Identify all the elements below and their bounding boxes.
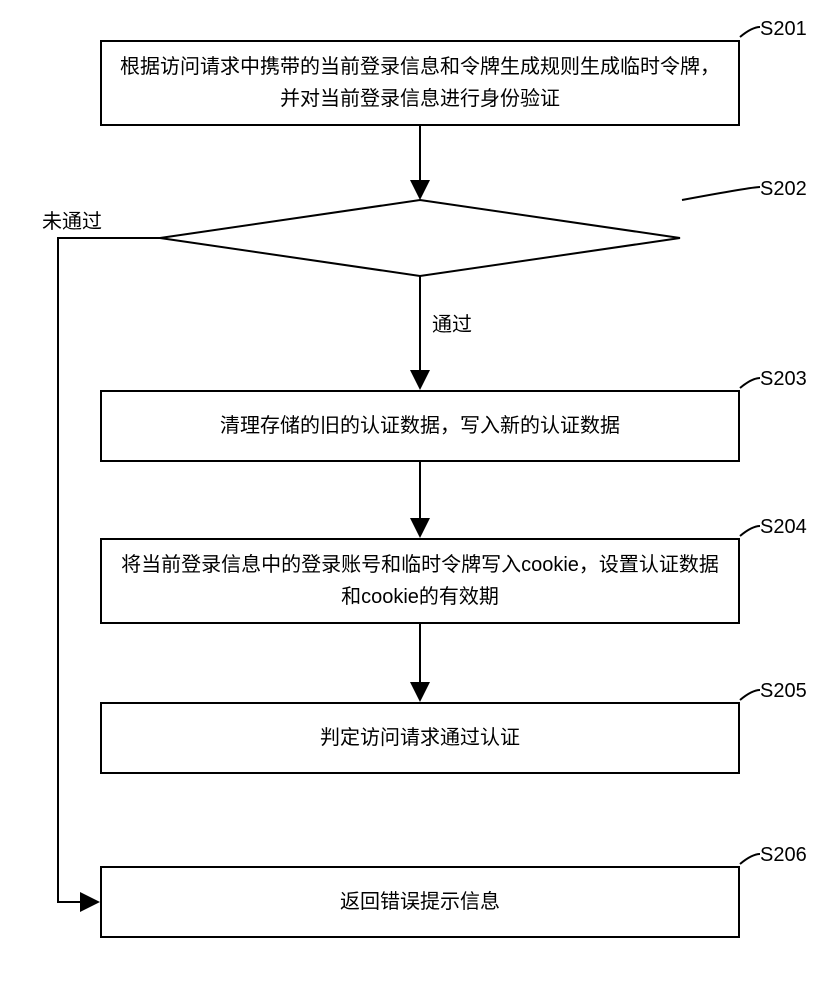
callout-s205	[740, 690, 760, 700]
process-text: 将当前登录信息中的登录账号和临时令牌写入cookie，设置认证数据和cookie…	[121, 549, 719, 613]
step-label-s202: S202	[760, 178, 807, 201]
step-label-s206: S206	[760, 844, 807, 867]
process-text: 根据访问请求中携带的当前登录信息和令牌生成规则生成临时令牌，并对当前登录信息进行…	[120, 51, 720, 115]
process-box-s203: 清理存储的旧的认证数据，写入新的认证数据	[100, 390, 740, 462]
step-label-s203: S203	[760, 368, 807, 391]
decision-text: 判断身份验证是否通过	[270, 226, 570, 255]
process-box-s201: 根据访问请求中携带的当前登录信息和令牌生成规则生成临时令牌，并对当前登录信息进行…	[100, 40, 740, 126]
flowchart-svg	[0, 0, 832, 1000]
process-text: 返回错误提示信息	[340, 886, 500, 918]
process-box-s206: 返回错误提示信息	[100, 866, 740, 938]
step-label-s201: S201	[760, 18, 807, 41]
process-text: 判定访问请求通过认证	[320, 722, 520, 754]
callout-s203	[740, 378, 760, 388]
process-box-s205: 判定访问请求通过认证	[100, 702, 740, 774]
callout-s201	[740, 27, 760, 37]
process-text: 清理存储的旧的认证数据，写入新的认证数据	[220, 410, 620, 442]
step-label-s205: S205	[760, 680, 807, 703]
callout-s202	[682, 187, 760, 200]
edge-label-pass: 通过	[432, 308, 472, 337]
process-box-s204: 将当前登录信息中的登录账号和临时令牌写入cookie，设置认证数据和cookie…	[100, 538, 740, 624]
edge-label-fail: 未通过	[42, 205, 102, 234]
callout-s206	[740, 854, 760, 864]
step-label-s204: S204	[760, 516, 807, 539]
callout-s204	[740, 526, 760, 536]
